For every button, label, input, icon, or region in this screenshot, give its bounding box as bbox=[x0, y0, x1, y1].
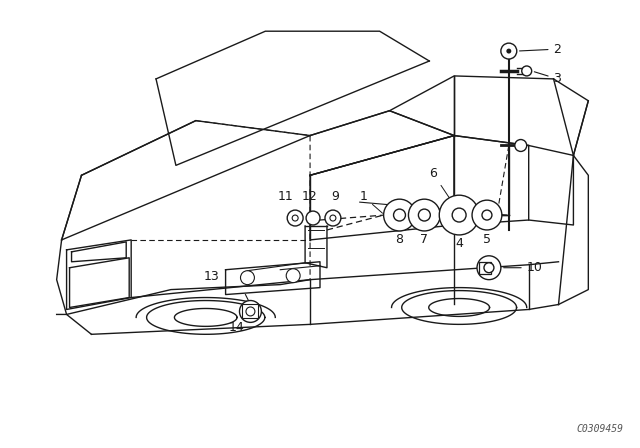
Text: 10: 10 bbox=[504, 261, 543, 274]
Circle shape bbox=[452, 208, 466, 222]
Circle shape bbox=[482, 210, 492, 220]
Text: 4: 4 bbox=[455, 237, 463, 250]
Text: 14: 14 bbox=[228, 321, 244, 334]
Text: 8: 8 bbox=[396, 233, 403, 246]
Text: 11: 11 bbox=[277, 190, 293, 203]
Text: 6: 6 bbox=[429, 167, 452, 203]
Circle shape bbox=[239, 301, 261, 323]
Circle shape bbox=[439, 195, 479, 235]
Text: 2: 2 bbox=[520, 43, 561, 56]
Circle shape bbox=[286, 269, 300, 283]
Circle shape bbox=[477, 256, 501, 280]
Text: 5: 5 bbox=[483, 233, 491, 246]
Circle shape bbox=[287, 210, 303, 226]
Circle shape bbox=[241, 271, 255, 284]
Circle shape bbox=[506, 48, 511, 54]
Circle shape bbox=[515, 139, 527, 151]
Circle shape bbox=[330, 215, 336, 221]
Text: 12: 12 bbox=[301, 190, 317, 203]
Circle shape bbox=[394, 209, 406, 221]
Circle shape bbox=[306, 211, 320, 225]
Circle shape bbox=[246, 307, 255, 316]
Circle shape bbox=[419, 209, 430, 221]
Text: 7: 7 bbox=[420, 233, 428, 246]
Circle shape bbox=[472, 200, 502, 230]
Circle shape bbox=[292, 215, 298, 221]
Circle shape bbox=[522, 66, 532, 76]
Text: 9: 9 bbox=[331, 190, 339, 203]
Circle shape bbox=[383, 199, 415, 231]
Text: 1: 1 bbox=[360, 190, 383, 213]
Text: C0309459: C0309459 bbox=[576, 424, 623, 434]
Bar bbox=[243, 305, 259, 319]
Text: 3: 3 bbox=[534, 72, 561, 86]
Circle shape bbox=[325, 210, 341, 226]
Circle shape bbox=[408, 199, 440, 231]
Circle shape bbox=[501, 43, 516, 59]
Bar bbox=[479, 262, 491, 274]
Text: 13: 13 bbox=[204, 270, 220, 283]
Circle shape bbox=[484, 263, 494, 273]
